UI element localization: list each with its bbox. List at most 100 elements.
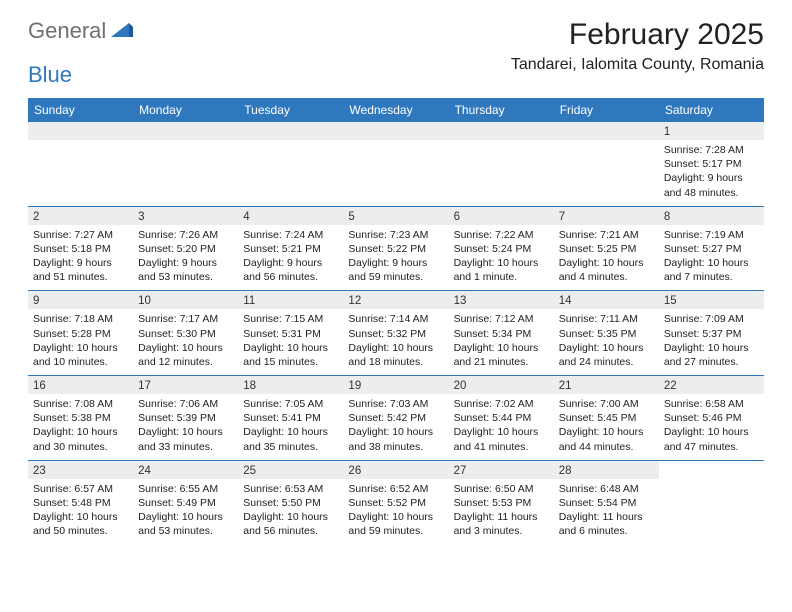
sunrise-text: Sunrise: 6:50 AM (454, 482, 549, 496)
daylight-text-2: and 44 minutes. (559, 440, 654, 454)
sunrise-text: Sunrise: 7:03 AM (348, 397, 443, 411)
day-number: 14 (554, 291, 659, 309)
calendar-cell-empty (449, 122, 554, 206)
calendar-week-row: 9Sunrise: 7:18 AMSunset: 5:28 PMDaylight… (28, 290, 764, 375)
day-number: 23 (28, 461, 133, 479)
calendar-week-row: 23Sunrise: 6:57 AMSunset: 5:48 PMDayligh… (28, 460, 764, 545)
day-number (238, 122, 343, 140)
daylight-text-2: and 53 minutes. (138, 524, 233, 538)
daylight-text-1: Daylight: 9 hours (33, 256, 128, 270)
daylight-text-1: Daylight: 9 hours (664, 171, 759, 185)
daylight-text-1: Daylight: 10 hours (664, 425, 759, 439)
day-number: 27 (449, 461, 554, 479)
calendar-cell: 21 Sunrise: 7:00 AMSunset: 5:45 PMDayligh… (554, 376, 659, 460)
sunset-text: Sunset: 5:45 PM (559, 411, 654, 425)
day-number (133, 122, 238, 140)
daylight-text-2: and 4 minutes. (559, 270, 654, 284)
sunrise-text: Sunrise: 6:52 AM (348, 482, 443, 496)
sunset-text: Sunset: 5:53 PM (454, 496, 549, 510)
sunrise-text: Sunrise: 7:00 AM (559, 397, 654, 411)
daylight-text-2: and 38 minutes. (348, 440, 443, 454)
daylight-text-2: and 24 minutes. (559, 355, 654, 369)
daylight-text-1: Daylight: 10 hours (559, 425, 654, 439)
sunrise-text: Sunrise: 7:08 AM (33, 397, 128, 411)
logo-word-1: General (28, 18, 106, 44)
sunset-text: Sunset: 5:54 PM (559, 496, 654, 510)
day-number: 8 (659, 207, 764, 225)
calendar-cell: 10Sunrise: 7:17 AMSunset: 5:30 PMDayligh… (133, 291, 238, 375)
daylight-text-2: and 56 minutes. (243, 270, 338, 284)
sunset-text: Sunset: 5:24 PM (454, 242, 549, 256)
day-number (554, 122, 659, 140)
sunrise-text: Sunrise: 6:58 AM (664, 397, 759, 411)
daylight-text-2: and 53 minutes. (138, 270, 233, 284)
day-number: 1 (659, 122, 764, 140)
calendar-cell: 19Sunrise: 7:03 AMSunset: 5:42 PMDayligh… (343, 376, 448, 460)
daylight-text-1: Daylight: 10 hours (243, 425, 338, 439)
sunset-text: Sunset: 5:39 PM (138, 411, 233, 425)
weekday-header: Thursday (449, 98, 554, 122)
sunrise-text: Sunrise: 7:24 AM (243, 228, 338, 242)
location-text: Tandarei, Ialomita County, Romania (511, 56, 764, 74)
sunrise-text: Sunrise: 7:02 AM (454, 397, 549, 411)
sunset-text: Sunset: 5:32 PM (348, 327, 443, 341)
sunset-text: Sunset: 5:17 PM (664, 157, 759, 171)
weeks-container: 1Sunrise: 7:28 AMSunset: 5:17 PMDaylight… (28, 122, 764, 544)
sunset-text: Sunset: 5:20 PM (138, 242, 233, 256)
calendar-cell: 9Sunrise: 7:18 AMSunset: 5:28 PMDaylight… (28, 291, 133, 375)
day-number: 21 (554, 376, 659, 394)
daylight-text-1: Daylight: 11 hours (454, 510, 549, 524)
weekday-header: Saturday (659, 98, 764, 122)
day-number: 20 (449, 376, 554, 394)
daylight-text-1: Daylight: 10 hours (138, 510, 233, 524)
calendar-cell: 16Sunrise: 7:08 AMSunset: 5:38 PMDayligh… (28, 376, 133, 460)
day-number: 3 (133, 207, 238, 225)
day-number (343, 122, 448, 140)
calendar-cell: 17Sunrise: 7:06 AMSunset: 5:39 PMDayligh… (133, 376, 238, 460)
sunset-text: Sunset: 5:49 PM (138, 496, 233, 510)
sunset-text: Sunset: 5:37 PM (664, 327, 759, 341)
day-number: 11 (238, 291, 343, 309)
calendar-cell-empty (133, 122, 238, 206)
calendar-cell: 18Sunrise: 7:05 AMSunset: 5:41 PMDayligh… (238, 376, 343, 460)
daylight-text-2: and 6 minutes. (559, 524, 654, 538)
day-number: 2 (28, 207, 133, 225)
daylight-text-1: Daylight: 10 hours (454, 256, 549, 270)
calendar-cell: 27 Sunrise: 6:50 AMSunset: 5:53 PMDayligh… (449, 461, 554, 545)
sunset-text: Sunset: 5:38 PM (33, 411, 128, 425)
calendar-cell: 28Sunrise: 6:48 AMSunset: 5:54 PMDayligh… (554, 461, 659, 545)
day-number: 9 (28, 291, 133, 309)
calendar-cell: 26Sunrise: 6:52 AMSunset: 5:52 PMDayligh… (343, 461, 448, 545)
sunset-text: Sunset: 5:34 PM (454, 327, 549, 341)
calendar-cell: 20 Sunrise: 7:02 AMSunset: 5:44 PMDayligh… (449, 376, 554, 460)
page-title: February 2025 (511, 18, 764, 52)
daylight-text-2: and 47 minutes. (664, 440, 759, 454)
sunset-text: Sunset: 5:42 PM (348, 411, 443, 425)
daylight-text-1: Daylight: 10 hours (454, 425, 549, 439)
sunset-text: Sunset: 5:46 PM (664, 411, 759, 425)
sunset-text: Sunset: 5:52 PM (348, 496, 443, 510)
daylight-text-2: and 48 minutes. (664, 186, 759, 200)
daylight-text-1: Daylight: 10 hours (559, 341, 654, 355)
calendar-cell-empty (343, 122, 448, 206)
calendar-cell: 2Sunrise: 7:27 AMSunset: 5:18 PMDaylight… (28, 207, 133, 291)
day-number: 16 (28, 376, 133, 394)
calendar-week-row: 1Sunrise: 7:28 AMSunset: 5:17 PMDaylight… (28, 122, 764, 206)
calendar-cell: 11Sunrise: 7:15 AMSunset: 5:31 PMDayligh… (238, 291, 343, 375)
weekday-header: Tuesday (238, 98, 343, 122)
day-number: 12 (343, 291, 448, 309)
daylight-text-2: and 27 minutes. (664, 355, 759, 369)
sunrise-text: Sunrise: 7:12 AM (454, 312, 549, 326)
daylight-text-1: Daylight: 10 hours (33, 341, 128, 355)
weekday-header: Friday (554, 98, 659, 122)
calendar-cell: 8Sunrise: 7:19 AMSunset: 5:27 PMDaylight… (659, 207, 764, 291)
logo-word-2: Blue (28, 62, 72, 88)
sunrise-text: Sunrise: 7:26 AM (138, 228, 233, 242)
calendar-cell-empty (28, 122, 133, 206)
sunrise-text: Sunrise: 7:15 AM (243, 312, 338, 326)
daylight-text-1: Daylight: 10 hours (243, 341, 338, 355)
sunrise-text: Sunrise: 6:55 AM (138, 482, 233, 496)
daylight-text-2: and 33 minutes. (138, 440, 233, 454)
calendar-cell-empty (659, 461, 764, 545)
sunset-text: Sunset: 5:44 PM (454, 411, 549, 425)
